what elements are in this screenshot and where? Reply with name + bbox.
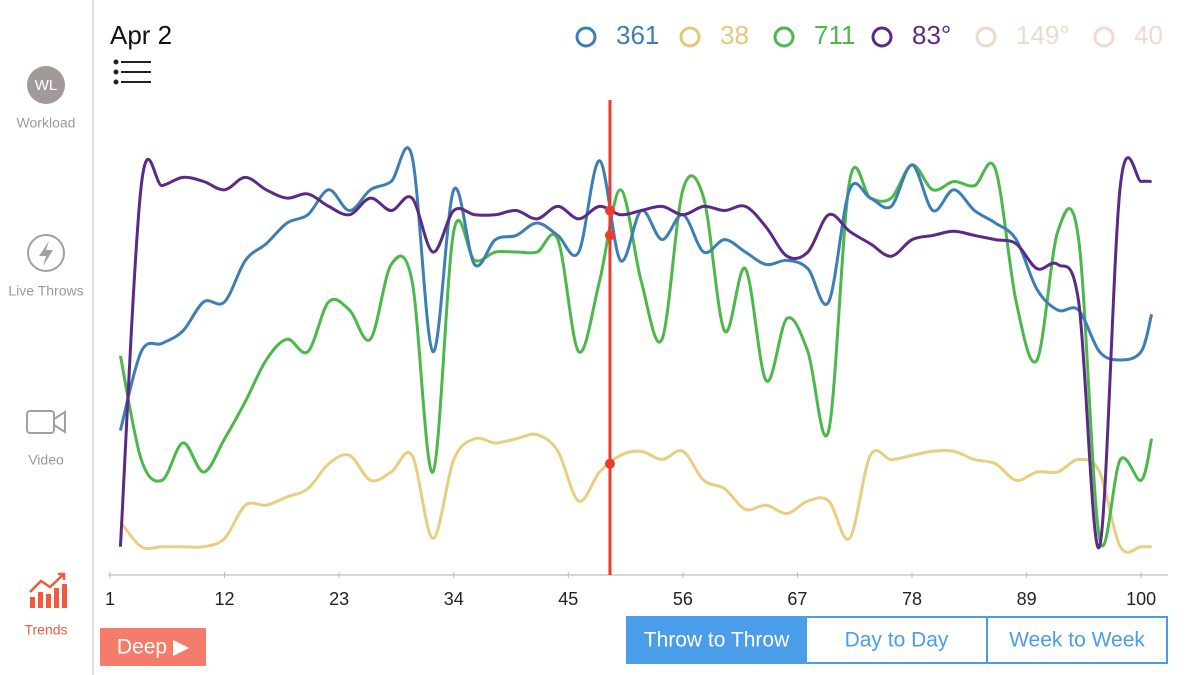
- series-line: [118, 161, 1154, 548]
- metric-value: 38: [720, 20, 749, 50]
- nav-video[interactable]: Video: [26, 410, 66, 468]
- x-tick-label: 1: [105, 589, 115, 609]
- x-tick-label: 34: [444, 589, 464, 609]
- metrics-bar: 361 38 711 83° 149° 40: [575, 20, 1163, 50]
- metric-value: 40: [1134, 20, 1163, 50]
- x-tick-label: 89: [1017, 589, 1037, 609]
- range-tab[interactable]: Week to Week: [986, 616, 1168, 664]
- deep-button-label: Deep ▶: [117, 636, 190, 659]
- trends-icon: [30, 584, 67, 608]
- metric-icon: [975, 26, 997, 48]
- cursor-dot: [604, 458, 615, 469]
- live-throws-icon: [27, 234, 65, 272]
- metric-icon: [773, 26, 795, 48]
- x-tick-label: 67: [787, 589, 807, 609]
- x-tick-label: 56: [673, 589, 693, 609]
- range-tab-bg: [805, 616, 988, 664]
- range-tab-bg: [986, 616, 1168, 664]
- deep-button[interactable]: Deep ▶: [100, 628, 206, 666]
- video-icon-lens: [53, 410, 66, 434]
- nav-workload[interactable]: WL Workload: [17, 66, 76, 131]
- nav-label: Live Throws: [8, 283, 83, 299]
- date-title: Apr 2: [110, 20, 172, 50]
- range-tab-label: Throw to Throw: [644, 629, 790, 652]
- metric-value: 711: [814, 20, 855, 50]
- nav-label: Video: [28, 452, 64, 468]
- cursor-dot: [604, 230, 615, 241]
- trends-icon-arrow: [29, 572, 66, 593]
- x-tick-label: 45: [558, 589, 578, 609]
- series-line: [118, 156, 1152, 550]
- workload-icon-text: WL: [35, 77, 58, 94]
- metric-icon: [871, 26, 893, 48]
- metric-icon: [679, 26, 701, 48]
- lightning-icon: [39, 241, 53, 266]
- series-line: [118, 146, 1154, 431]
- range-tab-label: Week to Week: [1009, 629, 1145, 652]
- range-tab-label: Day to Day: [845, 629, 949, 652]
- range-tab[interactable]: Day to Day: [805, 616, 988, 664]
- nav-label: Workload: [17, 115, 76, 131]
- deep-button-bg: [100, 628, 206, 666]
- metric-value: 83°: [912, 20, 951, 50]
- metric-icon: [1093, 26, 1115, 48]
- series-line: [119, 432, 1152, 554]
- cursor-dot: [604, 205, 615, 216]
- metric-icon: [575, 26, 597, 48]
- nav-live-throws[interactable]: Live Throws: [8, 234, 84, 299]
- range-tabs: Throw to Throw Day to Day Week to Week: [626, 616, 1168, 664]
- nav-label: Trends: [24, 622, 67, 638]
- range-tab[interactable]: Throw to Throw: [626, 616, 807, 664]
- x-tick-label: 23: [329, 589, 349, 609]
- chart: 1 12 23 34 45 56 67 78 89 100: [105, 100, 1168, 609]
- x-tick-label: 78: [902, 589, 922, 609]
- video-icon: [26, 410, 55, 434]
- nav-trends[interactable]: Trends: [24, 572, 68, 638]
- x-tick-label: 12: [215, 589, 235, 609]
- metric-value: 149°: [1016, 20, 1070, 50]
- list-icon[interactable]: [113, 59, 152, 85]
- metric-value: 361: [616, 20, 659, 50]
- workload-icon: [27, 66, 65, 104]
- x-tick-label: 100: [1126, 589, 1156, 609]
